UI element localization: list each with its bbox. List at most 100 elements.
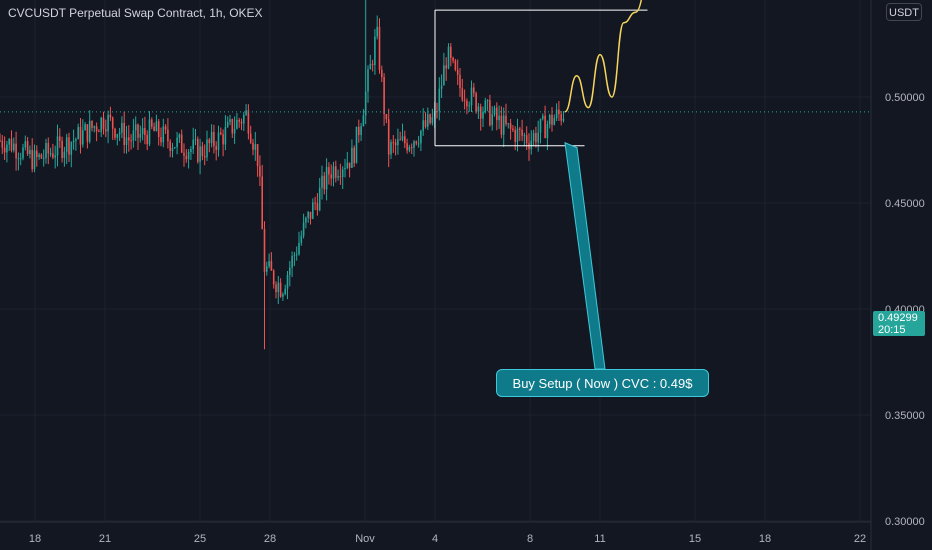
candle-body	[286, 274, 289, 289]
candle-body	[519, 128, 521, 130]
candle-body	[137, 124, 139, 138]
candle-body	[15, 143, 17, 159]
candle-body	[406, 143, 408, 151]
candle-body	[3, 147, 6, 153]
candle-body	[169, 141, 171, 151]
candle-body	[72, 140, 75, 143]
candle-body	[358, 126, 360, 135]
candle-body	[65, 137, 68, 152]
candle-body	[213, 131, 215, 147]
candle-body	[475, 93, 477, 112]
candle-body	[553, 117, 556, 125]
candle-body	[231, 119, 234, 134]
candle-body	[220, 132, 222, 135]
candle-body	[417, 143, 420, 145]
candle-body	[79, 126, 82, 145]
candle-body	[105, 129, 107, 132]
candle-body	[378, 26, 381, 70]
candle-body	[114, 128, 116, 138]
candle-body	[298, 242, 300, 255]
candle-body	[364, 91, 367, 116]
candle-body	[404, 136, 406, 144]
candle-body	[318, 187, 321, 211]
candle-body	[249, 133, 252, 143]
candle-body	[98, 131, 100, 133]
candle-body	[36, 150, 38, 157]
candle-body	[0, 140, 1, 142]
candle-body	[516, 128, 519, 142]
candle-body	[491, 114, 493, 126]
time-tick-label: 18	[759, 533, 771, 545]
candle-body	[312, 202, 314, 219]
candle-body	[348, 162, 351, 168]
candle-body	[49, 153, 52, 155]
candle-body	[88, 120, 91, 142]
candle-body	[187, 151, 190, 160]
candle-body	[413, 141, 415, 148]
candle-body	[479, 106, 482, 119]
candle-body	[180, 134, 183, 153]
candle-body	[266, 266, 268, 272]
candle-body	[452, 57, 454, 61]
candle-body	[176, 137, 178, 148]
candle-body	[224, 126, 227, 145]
candle-body	[394, 142, 397, 146]
candle-body	[261, 176, 263, 230]
candle-body	[111, 117, 114, 129]
price-tick-label: 0.50000	[885, 92, 925, 104]
candle-body	[482, 111, 484, 119]
candle-body	[1, 140, 4, 148]
candle-body	[424, 120, 427, 127]
candle-body	[240, 121, 243, 124]
price-tick-label: 0.35000	[885, 410, 925, 422]
candle-body	[521, 129, 523, 136]
candle-body	[162, 126, 165, 143]
candle-body	[438, 88, 441, 112]
candle-body	[362, 115, 365, 127]
candle-body	[289, 267, 291, 275]
candle-body	[459, 74, 461, 89]
candle-body	[164, 126, 167, 130]
candle-body	[341, 169, 344, 177]
callout-pointer	[564, 141, 606, 370]
candle-body	[272, 270, 275, 285]
candle-body	[86, 124, 89, 142]
bar-countdown: 20:15	[878, 324, 906, 336]
candle-body	[128, 137, 130, 141]
candle-body	[160, 137, 162, 143]
candle-body	[431, 117, 434, 124]
candle-body	[346, 162, 349, 169]
candle-body	[215, 146, 217, 150]
candle-body	[470, 87, 473, 106]
currency-button[interactable]: USDT	[886, 3, 922, 21]
candle-body	[252, 142, 254, 150]
candle-body	[360, 126, 362, 135]
candle-body	[22, 147, 24, 159]
candle-body	[19, 158, 22, 160]
candle-body	[440, 85, 443, 89]
candle-body	[233, 128, 236, 134]
candle-body	[544, 115, 546, 139]
candle-body	[199, 146, 201, 162]
projection-curve	[564, 0, 642, 113]
candle-body	[84, 124, 86, 131]
buy-setup-callout[interactable]: Buy Setup ( Now ) CVC : 0.49$	[496, 369, 709, 397]
candle-body	[295, 254, 298, 256]
candle-body	[284, 288, 286, 295]
candle-body	[420, 130, 422, 144]
candle-body	[91, 120, 93, 128]
candle-body	[486, 100, 489, 102]
candle-body	[381, 69, 383, 78]
candle-body	[330, 174, 332, 179]
candle-body	[282, 294, 284, 297]
candle-body	[17, 158, 20, 160]
candle-body	[236, 119, 238, 129]
candle-body	[174, 147, 176, 149]
candle-body	[144, 128, 146, 136]
candle-body	[323, 175, 326, 190]
candle-body	[560, 114, 562, 121]
candle-body	[291, 256, 293, 268]
candle-body	[325, 167, 328, 190]
candle-body	[473, 87, 475, 94]
